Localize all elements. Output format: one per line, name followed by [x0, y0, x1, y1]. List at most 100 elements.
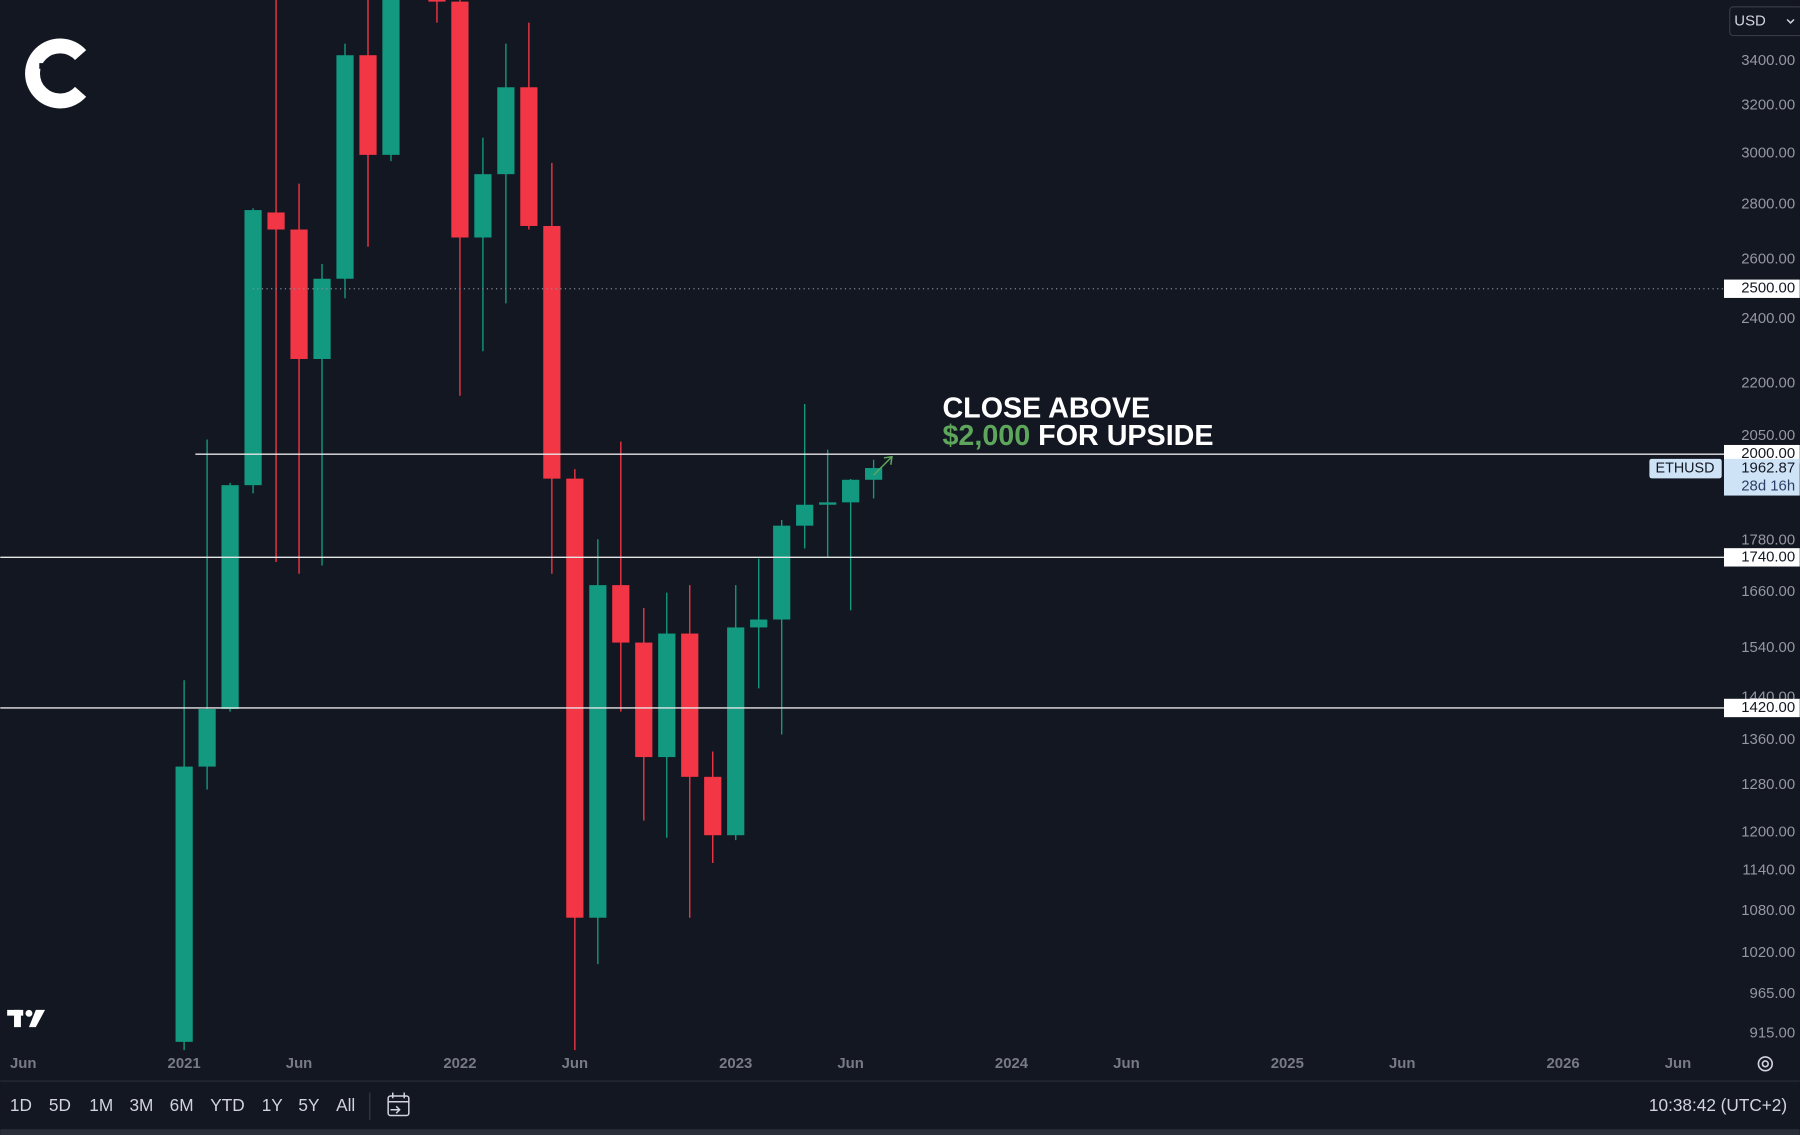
- clock: 10:38:42 (UTC+2): [1649, 1095, 1787, 1115]
- level-label: 1740.00: [1741, 549, 1795, 565]
- candle-body: [359, 55, 377, 155]
- x-tick-label: 2024: [995, 1056, 1029, 1072]
- y-tick-label: 2400.00: [1741, 311, 1795, 327]
- y-tick-label: 1080.00: [1741, 903, 1795, 919]
- candle-body: [451, 1, 469, 238]
- range-button[interactable]: 1M: [89, 1095, 113, 1115]
- date-range-button[interactable]: [387, 1092, 410, 1117]
- y-tick-label: 915.00: [1750, 1026, 1796, 1042]
- currency-button[interactable]: [1729, 6, 1800, 37]
- level-label: 1420.00: [1741, 700, 1795, 716]
- y-tick-label: 965.00: [1750, 986, 1796, 1002]
- x-tick-label: Jun: [562, 1056, 589, 1072]
- x-tick-label: Jun: [837, 1056, 864, 1072]
- candle-body: [704, 776, 722, 836]
- axis-background: [1723, 0, 1800, 1079]
- brand-logo: [25, 38, 87, 109]
- candle-body: [612, 585, 630, 643]
- candle-body: [543, 225, 561, 479]
- y-tick-label: 3200.00: [1741, 98, 1795, 114]
- candle-body: [773, 525, 791, 620]
- y-tick-label: 1140.00: [1742, 863, 1795, 879]
- candle-body: [589, 585, 607, 918]
- x-tick-label: 2025: [1271, 1056, 1304, 1072]
- last-price-label: 1962.87: [1741, 461, 1795, 477]
- range-button[interactable]: 5Y: [298, 1095, 320, 1115]
- level-label-box: [1723, 698, 1800, 718]
- y-tick-label: 1280.00: [1741, 777, 1795, 793]
- candle-body: [244, 210, 262, 486]
- y-tick-label: 1540.00: [1741, 640, 1795, 656]
- y-tick-label: 1360.00: [1741, 732, 1795, 748]
- annotation-arrow: [873, 455, 893, 476]
- y-tick-label: 2050.00: [1741, 428, 1795, 444]
- y-tick-label: 1660.00: [1741, 584, 1795, 600]
- candle-body: [221, 485, 239, 710]
- plot-area: [175, 0, 883, 1051]
- candle-body: [635, 642, 653, 758]
- y-tick-label: 2600.00: [1741, 252, 1795, 268]
- candle-body: [819, 502, 837, 505]
- x-tick-label: Jun: [1113, 1056, 1140, 1072]
- x-tick-label: Jun: [286, 1056, 313, 1072]
- range-button[interactable]: 1Y: [262, 1095, 284, 1115]
- candle-body: [681, 633, 699, 777]
- settings-button[interactable]: [1757, 1056, 1773, 1072]
- candle-body: [382, 0, 400, 155]
- candle-body: [566, 478, 584, 918]
- range-button[interactable]: All: [336, 1095, 355, 1115]
- range-button[interactable]: 1D: [10, 1095, 32, 1115]
- y-tick-label: 3400.00: [1741, 53, 1795, 69]
- y-tick-label: 1020.00: [1741, 945, 1795, 961]
- candle-body: [336, 55, 354, 279]
- annotation-line1: CLOSE ABOVE: [942, 392, 1150, 424]
- range-button[interactable]: 3M: [129, 1095, 153, 1115]
- candle-body: [497, 87, 515, 175]
- candle-body: [796, 504, 814, 526]
- level-label-box: [1723, 548, 1800, 567]
- y-tick-label: 1200.00: [1741, 825, 1795, 841]
- x-tick-label: Jun: [10, 1056, 37, 1072]
- x-tick-label: 2021: [168, 1056, 201, 1072]
- candle-body: [727, 627, 745, 836]
- candle-body: [750, 619, 768, 628]
- candle-body: [313, 278, 331, 359]
- bottom-strip: [0, 1129, 1800, 1135]
- candle-body: [428, 0, 446, 2]
- chevron[interactable]: [1786, 18, 1795, 25]
- candle-body: [198, 709, 216, 767]
- annotation-text: FOR UPSIDE: [1038, 420, 1213, 452]
- x-tick-label: 2023: [719, 1056, 752, 1072]
- x-tick-label: Jun: [1665, 1056, 1692, 1072]
- range-button[interactable]: 5D: [49, 1095, 71, 1115]
- x-tick-label: 2022: [443, 1056, 476, 1072]
- y-tick-label: 2200.00: [1741, 375, 1795, 391]
- x-tick-label: Jun: [1389, 1056, 1416, 1072]
- level-label: 2500.00: [1741, 281, 1795, 297]
- candle-body: [865, 468, 883, 480]
- currency-label[interactable]: USD: [1734, 14, 1766, 30]
- candle-body: [474, 174, 492, 238]
- y-tick-label: 3000.00: [1741, 146, 1795, 162]
- symbol-box: [1649, 458, 1722, 479]
- candle-body: [658, 633, 676, 758]
- candle-body: [290, 229, 308, 359]
- level-label-box: [1723, 444, 1800, 464]
- annotation-highlight: $2,000: [942, 420, 1030, 452]
- toolbar: 1D 5D 1M 3M 6M YTD 1Y 5Y All: [10, 1095, 355, 1115]
- annotation-line2: $2,000 FOR UPSIDE: [942, 420, 1213, 452]
- range-button[interactable]: YTD: [210, 1095, 244, 1115]
- candle-body: [175, 766, 193, 1042]
- y-tick-label: 1780.00: [1741, 532, 1795, 548]
- level-label-box: [1723, 279, 1800, 298]
- candle-body: [520, 87, 538, 226]
- price-axis: 3400.00 3200.00 3000.00 2800.00 2600.00 2400.…: [1723, 0, 1800, 1079]
- currency-selector[interactable]: USD: [1729, 6, 1800, 37]
- symbol-label: ETHUSD: [1656, 460, 1715, 476]
- level-label: 2000.00: [1741, 446, 1795, 462]
- range-button[interactable]: 6M: [170, 1095, 194, 1115]
- x-tick-label: 2026: [1547, 1056, 1580, 1072]
